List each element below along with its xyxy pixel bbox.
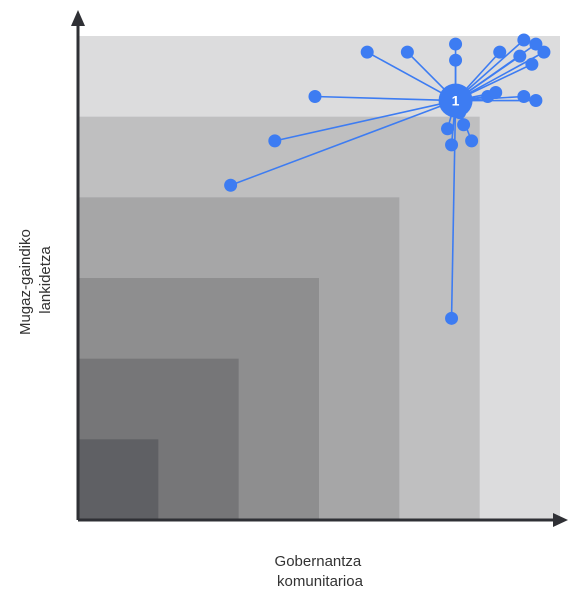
y-axis-label: Mugaz-gaindiko lankidetza — [17, 225, 54, 335]
data-point-3 — [308, 90, 322, 103]
data-point-1 — [224, 178, 238, 192]
data-point-19 — [457, 118, 471, 132]
data-point-20 — [465, 134, 479, 148]
connector-line-2 — [274, 99, 456, 142]
data-point-8 — [493, 45, 507, 59]
connector-line-23 — [450, 100, 457, 319]
data-point-5 — [400, 45, 414, 59]
data-point-15 — [489, 85, 503, 99]
center-label: 1 — [452, 93, 460, 109]
center-circle — [438, 83, 473, 118]
x-axis-label-line-1: Gobernantza — [275, 553, 362, 570]
x-axis-arrow — [553, 513, 568, 527]
background-bands — [78, 36, 560, 521]
data-point-11 — [537, 45, 551, 59]
y-axis-label-line-2: lankidetza — [37, 246, 54, 314]
data-point-23 — [445, 311, 459, 325]
data-point-12 — [525, 57, 539, 71]
connector-line-3 — [314, 95, 456, 102]
center-node: 1 — [438, 83, 473, 118]
data-point-7 — [449, 53, 463, 67]
x-axis-label: Gobernantza komunitarioa — [275, 553, 366, 590]
y-axis-arrow — [71, 10, 85, 26]
data-point-18 — [441, 122, 455, 136]
data-point-17 — [529, 94, 543, 108]
connector-line-1 — [230, 99, 456, 186]
data-point-13 — [513, 49, 527, 63]
axes — [71, 10, 568, 527]
data-point-21 — [445, 138, 459, 152]
data-point-10 — [529, 37, 543, 51]
data-point-2 — [268, 134, 282, 148]
background-band-1 — [78, 439, 159, 520]
data-point-4 — [360, 45, 374, 59]
y-axis-label-line-1: Mugaz-gaindiko — [17, 229, 34, 335]
data-point-6 — [449, 37, 463, 51]
data-point-9 — [517, 33, 531, 47]
data-point-16 — [517, 90, 531, 103]
x-axis-label-line-2: komunitarioa — [277, 573, 364, 590]
